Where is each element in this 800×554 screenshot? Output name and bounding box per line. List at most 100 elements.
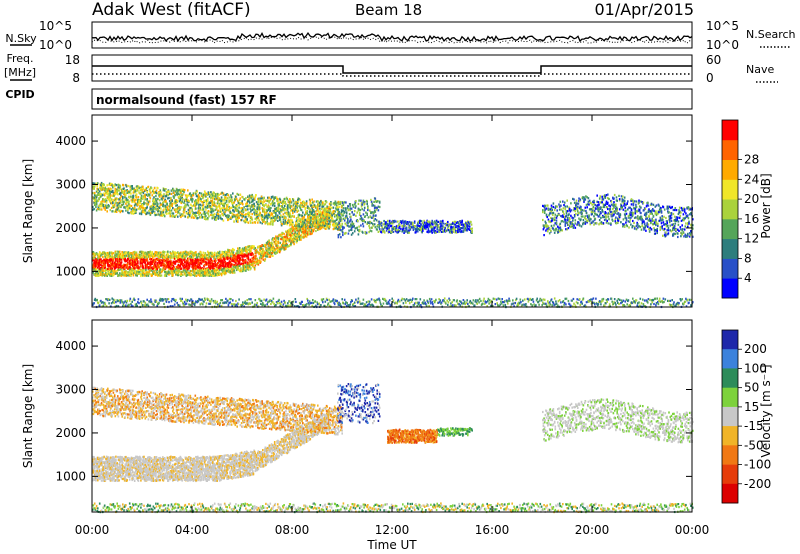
power-echo xyxy=(233,215,236,218)
power-echo xyxy=(125,189,127,192)
power-echo xyxy=(221,255,223,258)
nave-tick-high: 60 xyxy=(706,53,721,67)
power-echo xyxy=(171,203,173,206)
power-echo xyxy=(103,198,105,201)
power-echo xyxy=(125,209,127,212)
power-echo xyxy=(235,207,238,210)
power-echo xyxy=(140,199,142,203)
power-echo xyxy=(168,255,171,258)
power-echo xyxy=(200,251,202,254)
power-echo xyxy=(125,206,128,209)
power-echo xyxy=(141,206,143,209)
power-echo xyxy=(265,249,268,252)
power-echo xyxy=(117,186,120,189)
power-echo xyxy=(201,193,203,197)
power-echo xyxy=(203,268,206,271)
power-echo xyxy=(100,208,103,211)
power-echo xyxy=(202,251,205,254)
power-echo xyxy=(283,207,285,210)
power-echo xyxy=(228,256,230,259)
power-echo xyxy=(143,207,146,210)
power-echo xyxy=(305,235,308,238)
power-echo xyxy=(176,204,178,207)
power-echo xyxy=(111,258,113,261)
power-echo xyxy=(170,209,173,212)
power-echo xyxy=(242,215,245,218)
power-echo xyxy=(182,188,185,191)
power-echo xyxy=(192,213,194,216)
power-echo xyxy=(112,252,115,255)
power-echo xyxy=(156,267,158,270)
power-echo xyxy=(243,255,246,258)
power-echo xyxy=(268,240,270,243)
power-echo xyxy=(170,192,173,195)
power-echo xyxy=(135,208,138,211)
power-echo xyxy=(255,214,257,217)
power-echo xyxy=(287,199,290,202)
power-echo xyxy=(217,202,219,205)
power-echo xyxy=(252,253,255,256)
power-echo xyxy=(181,200,183,203)
power-echo xyxy=(146,264,148,267)
power-echo xyxy=(102,267,104,270)
power-echo xyxy=(276,209,278,212)
power-echo xyxy=(182,257,184,260)
power-echo xyxy=(127,257,130,260)
power-echo xyxy=(137,203,139,206)
power-echo xyxy=(216,268,218,272)
power-echo xyxy=(238,248,240,251)
power-echo xyxy=(92,192,94,195)
power-echo xyxy=(253,261,256,264)
power-echo xyxy=(163,215,166,218)
power-echo xyxy=(276,216,278,219)
power-echo xyxy=(225,198,228,201)
power-echo xyxy=(160,203,162,206)
power-echo xyxy=(143,211,146,214)
power-echo xyxy=(92,259,94,262)
power-echo xyxy=(292,204,295,207)
power-echo xyxy=(202,201,204,204)
power-echo xyxy=(115,266,118,269)
power-echo xyxy=(113,263,115,266)
power-echo xyxy=(240,214,243,217)
power-echo xyxy=(249,207,252,210)
power-echo xyxy=(255,260,257,263)
power-echo xyxy=(124,195,127,198)
power-echo xyxy=(120,263,122,266)
power-echo xyxy=(152,255,154,258)
freq-label-line2: [MHz] xyxy=(4,66,36,79)
power-echo xyxy=(132,212,135,215)
power-echo xyxy=(251,213,253,216)
power-echo xyxy=(248,213,251,216)
power-echo xyxy=(202,196,205,199)
power-echo xyxy=(297,234,300,237)
power-echo xyxy=(281,236,283,239)
power-echo xyxy=(119,253,122,256)
power-echo xyxy=(213,191,215,195)
power-echo xyxy=(253,257,256,260)
power-echo xyxy=(201,267,203,270)
power-echo xyxy=(243,248,245,251)
power-echo xyxy=(180,251,182,254)
power-echo xyxy=(127,190,129,193)
power-echo xyxy=(104,208,107,211)
power-echo xyxy=(177,268,179,271)
power-echo xyxy=(183,201,185,204)
power-echo xyxy=(206,268,208,271)
power-echo xyxy=(227,254,229,257)
power-echo xyxy=(312,228,314,231)
power-echo xyxy=(233,269,235,272)
power-echo xyxy=(220,274,223,277)
power-echo xyxy=(168,190,170,193)
power-echo xyxy=(265,199,268,202)
power-echo xyxy=(288,202,291,205)
power-echo xyxy=(117,201,120,204)
power-echo xyxy=(303,233,306,236)
power-echo xyxy=(301,229,303,232)
power-echo xyxy=(146,199,148,202)
power-echo xyxy=(236,258,238,261)
power-echo xyxy=(244,221,247,224)
power-echo xyxy=(278,204,280,207)
power-echo xyxy=(201,195,203,198)
power-echo xyxy=(115,258,117,261)
